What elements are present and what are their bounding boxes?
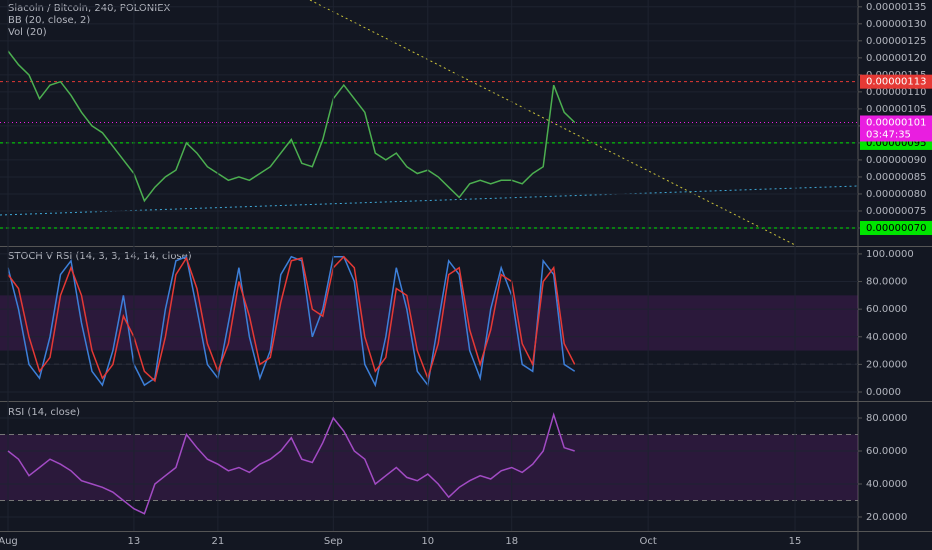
price-label: 0.00000070 [866, 223, 926, 234]
indicator-label: BB (20, close, 2) [8, 15, 90, 26]
y-tick-label: 40.0000 [866, 332, 907, 343]
price-label: 0.00000095 [866, 138, 926, 149]
indicator-label: Vol (20) [8, 27, 47, 38]
y-tick-label: 40.0000 [866, 479, 907, 490]
series-line [7, 255, 576, 383]
y-tick-label: 0.00000075 [866, 206, 926, 217]
y-tick-label: 0.00000080 [866, 189, 926, 200]
y-tick-label: 60.0000 [866, 304, 907, 315]
series-line [7, 255, 576, 388]
panel-title: STOCH V RSI (14, 3, 3, 14, 14, close) [8, 251, 192, 262]
y-tick-label: 0.00000125 [866, 36, 926, 47]
series-line [7, 50, 576, 203]
y-tick-label: 80.0000 [866, 277, 907, 288]
series-line [7, 412, 575, 515]
y-tick-label: 20.0000 [866, 359, 907, 370]
y-tick-label: 0.00000090 [866, 155, 926, 166]
trend-line [0, 185, 859, 216]
band [0, 434, 858, 501]
x-tick-label: 13 [128, 536, 141, 547]
y-tick-label: 60.0000 [866, 446, 907, 457]
y-tick-label: 0.00000135 [866, 2, 926, 13]
x-tick-label: 21 [212, 536, 225, 547]
x-tick-label: 10 [421, 536, 434, 547]
x-tick-label: Oct [639, 536, 656, 547]
price-label-box [860, 74, 932, 89]
y-tick-label: 0.00000105 [866, 104, 926, 115]
last-price-box [860, 115, 932, 142]
panel-title: RSI (14, close) [8, 407, 80, 418]
y-tick-label: 0.00000130 [866, 19, 926, 30]
y-tick-label: 0.00000110 [866, 87, 926, 98]
x-tick-label: 15 [789, 536, 802, 547]
x-tick-label: Aug [0, 536, 18, 547]
y-tick-label: 0.00000120 [866, 53, 926, 64]
price-label: 0.00000113 [866, 77, 926, 88]
x-tick-label: Sep [324, 536, 343, 547]
y-tick-label: 20.0000 [866, 512, 907, 523]
countdown-label: 03:47:35 [866, 130, 911, 141]
band [0, 295, 858, 351]
x-tick-label: 18 [505, 536, 518, 547]
last-price-label: 0.00000101 [866, 118, 926, 129]
price-label-box [860, 220, 932, 235]
y-tick-label: 80.0000 [866, 413, 907, 424]
y-tick-label: 0.0000 [866, 387, 901, 398]
y-tick-label: 100.0000 [866, 249, 914, 260]
y-tick-label: 0.00000085 [866, 172, 926, 183]
chart-title: Siacoin / Bitcoin, 240, POLONIEX [8, 3, 171, 14]
